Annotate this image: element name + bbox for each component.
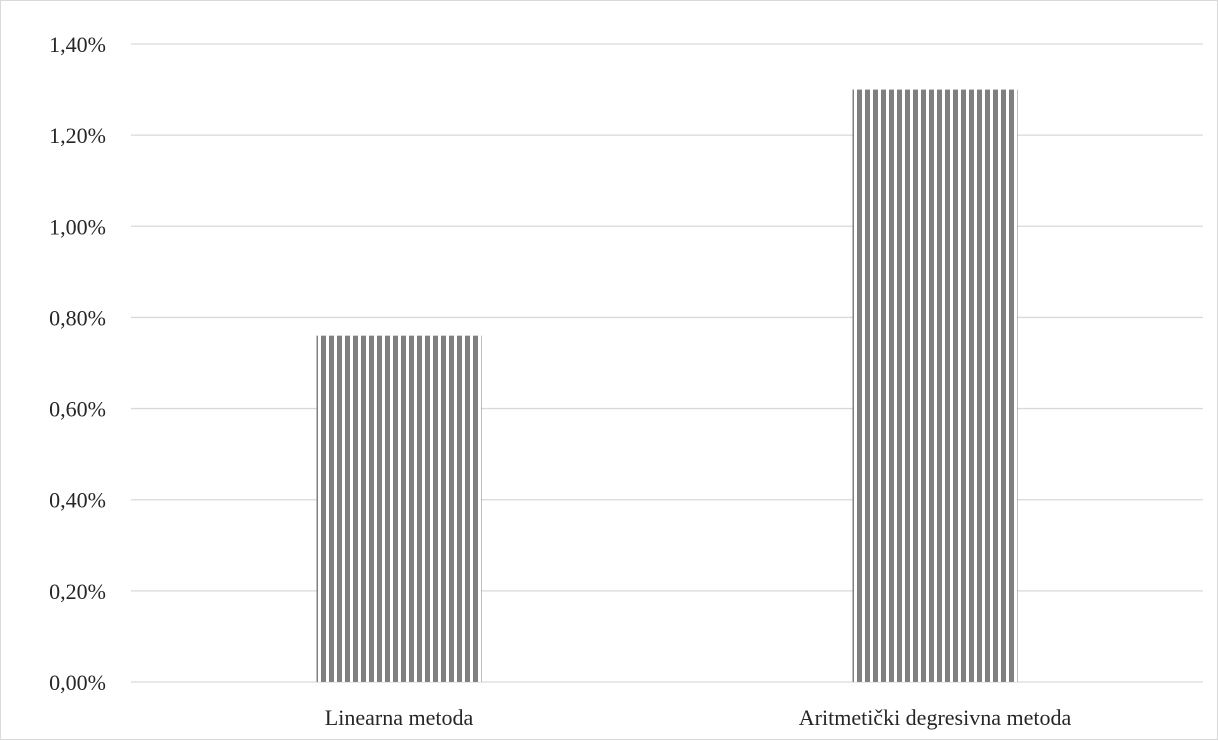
y-axis-tick-labels: 0,00% 0,20% 0,40% 0,60% 0,80% 1,00% 1,20% 1,40% <box>49 32 106 695</box>
y-tick-label: 0,20% <box>49 579 106 604</box>
y-tick-label: 1,20% <box>49 123 106 148</box>
y-tick-label: 1,40% <box>49 32 106 57</box>
y-tick-label: 0,80% <box>49 305 106 330</box>
y-tick-label: 0,60% <box>49 397 106 422</box>
bar <box>316 335 482 682</box>
bar <box>852 89 1018 683</box>
x-category-label: Linearna metoda <box>325 705 474 730</box>
bars <box>316 89 1018 683</box>
x-axis-category-labels: Linearna metoda Aritmetički degresivna me… <box>325 705 1072 730</box>
y-tick-label: 0,00% <box>49 670 106 695</box>
y-tick-label: 0,40% <box>49 488 106 513</box>
x-category-label: Aritmetički degresivna metoda <box>799 705 1072 730</box>
y-tick-label: 1,00% <box>49 214 106 239</box>
gridlines <box>131 43 1203 683</box>
